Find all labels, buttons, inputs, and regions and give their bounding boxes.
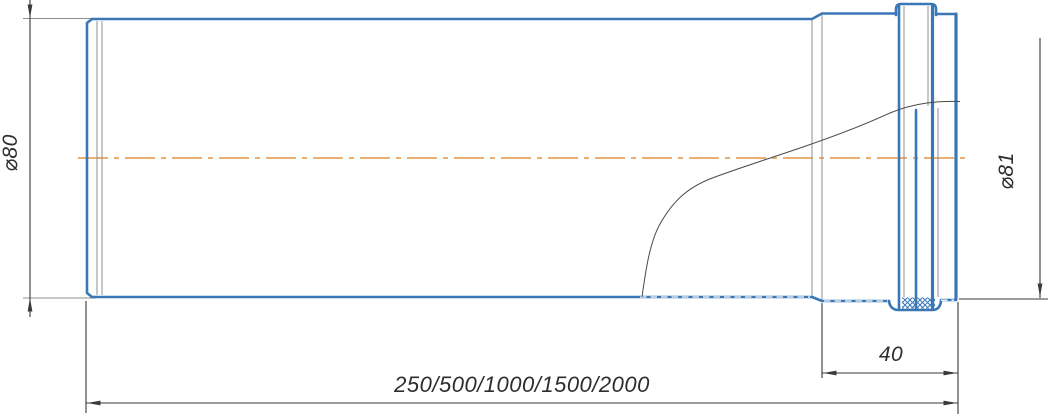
dim-overall-length: 250/500/1000/1500/2000	[85, 301, 959, 414]
pipe-body-outline	[85, 2, 958, 312]
diameter-right-label: ⌀81	[995, 152, 1018, 190]
dim-diameter-right: ⌀81	[959, 38, 1048, 300]
dim-diameter-left: ⌀80	[0, 0, 33, 317]
gasket-section-hatch	[902, 297, 935, 309]
socket-depth-label: 40	[879, 343, 903, 366]
section-break-line	[641, 100, 961, 298]
thin-edge-lines	[23, 6, 939, 300]
diameter-left-label: ⌀80	[0, 134, 22, 172]
overall-length-label: 250/500/1000/1500/2000	[393, 372, 650, 397]
hidden-bore-dashed-line	[640, 296, 954, 302]
dim-socket-depth: 40	[821, 303, 958, 378]
